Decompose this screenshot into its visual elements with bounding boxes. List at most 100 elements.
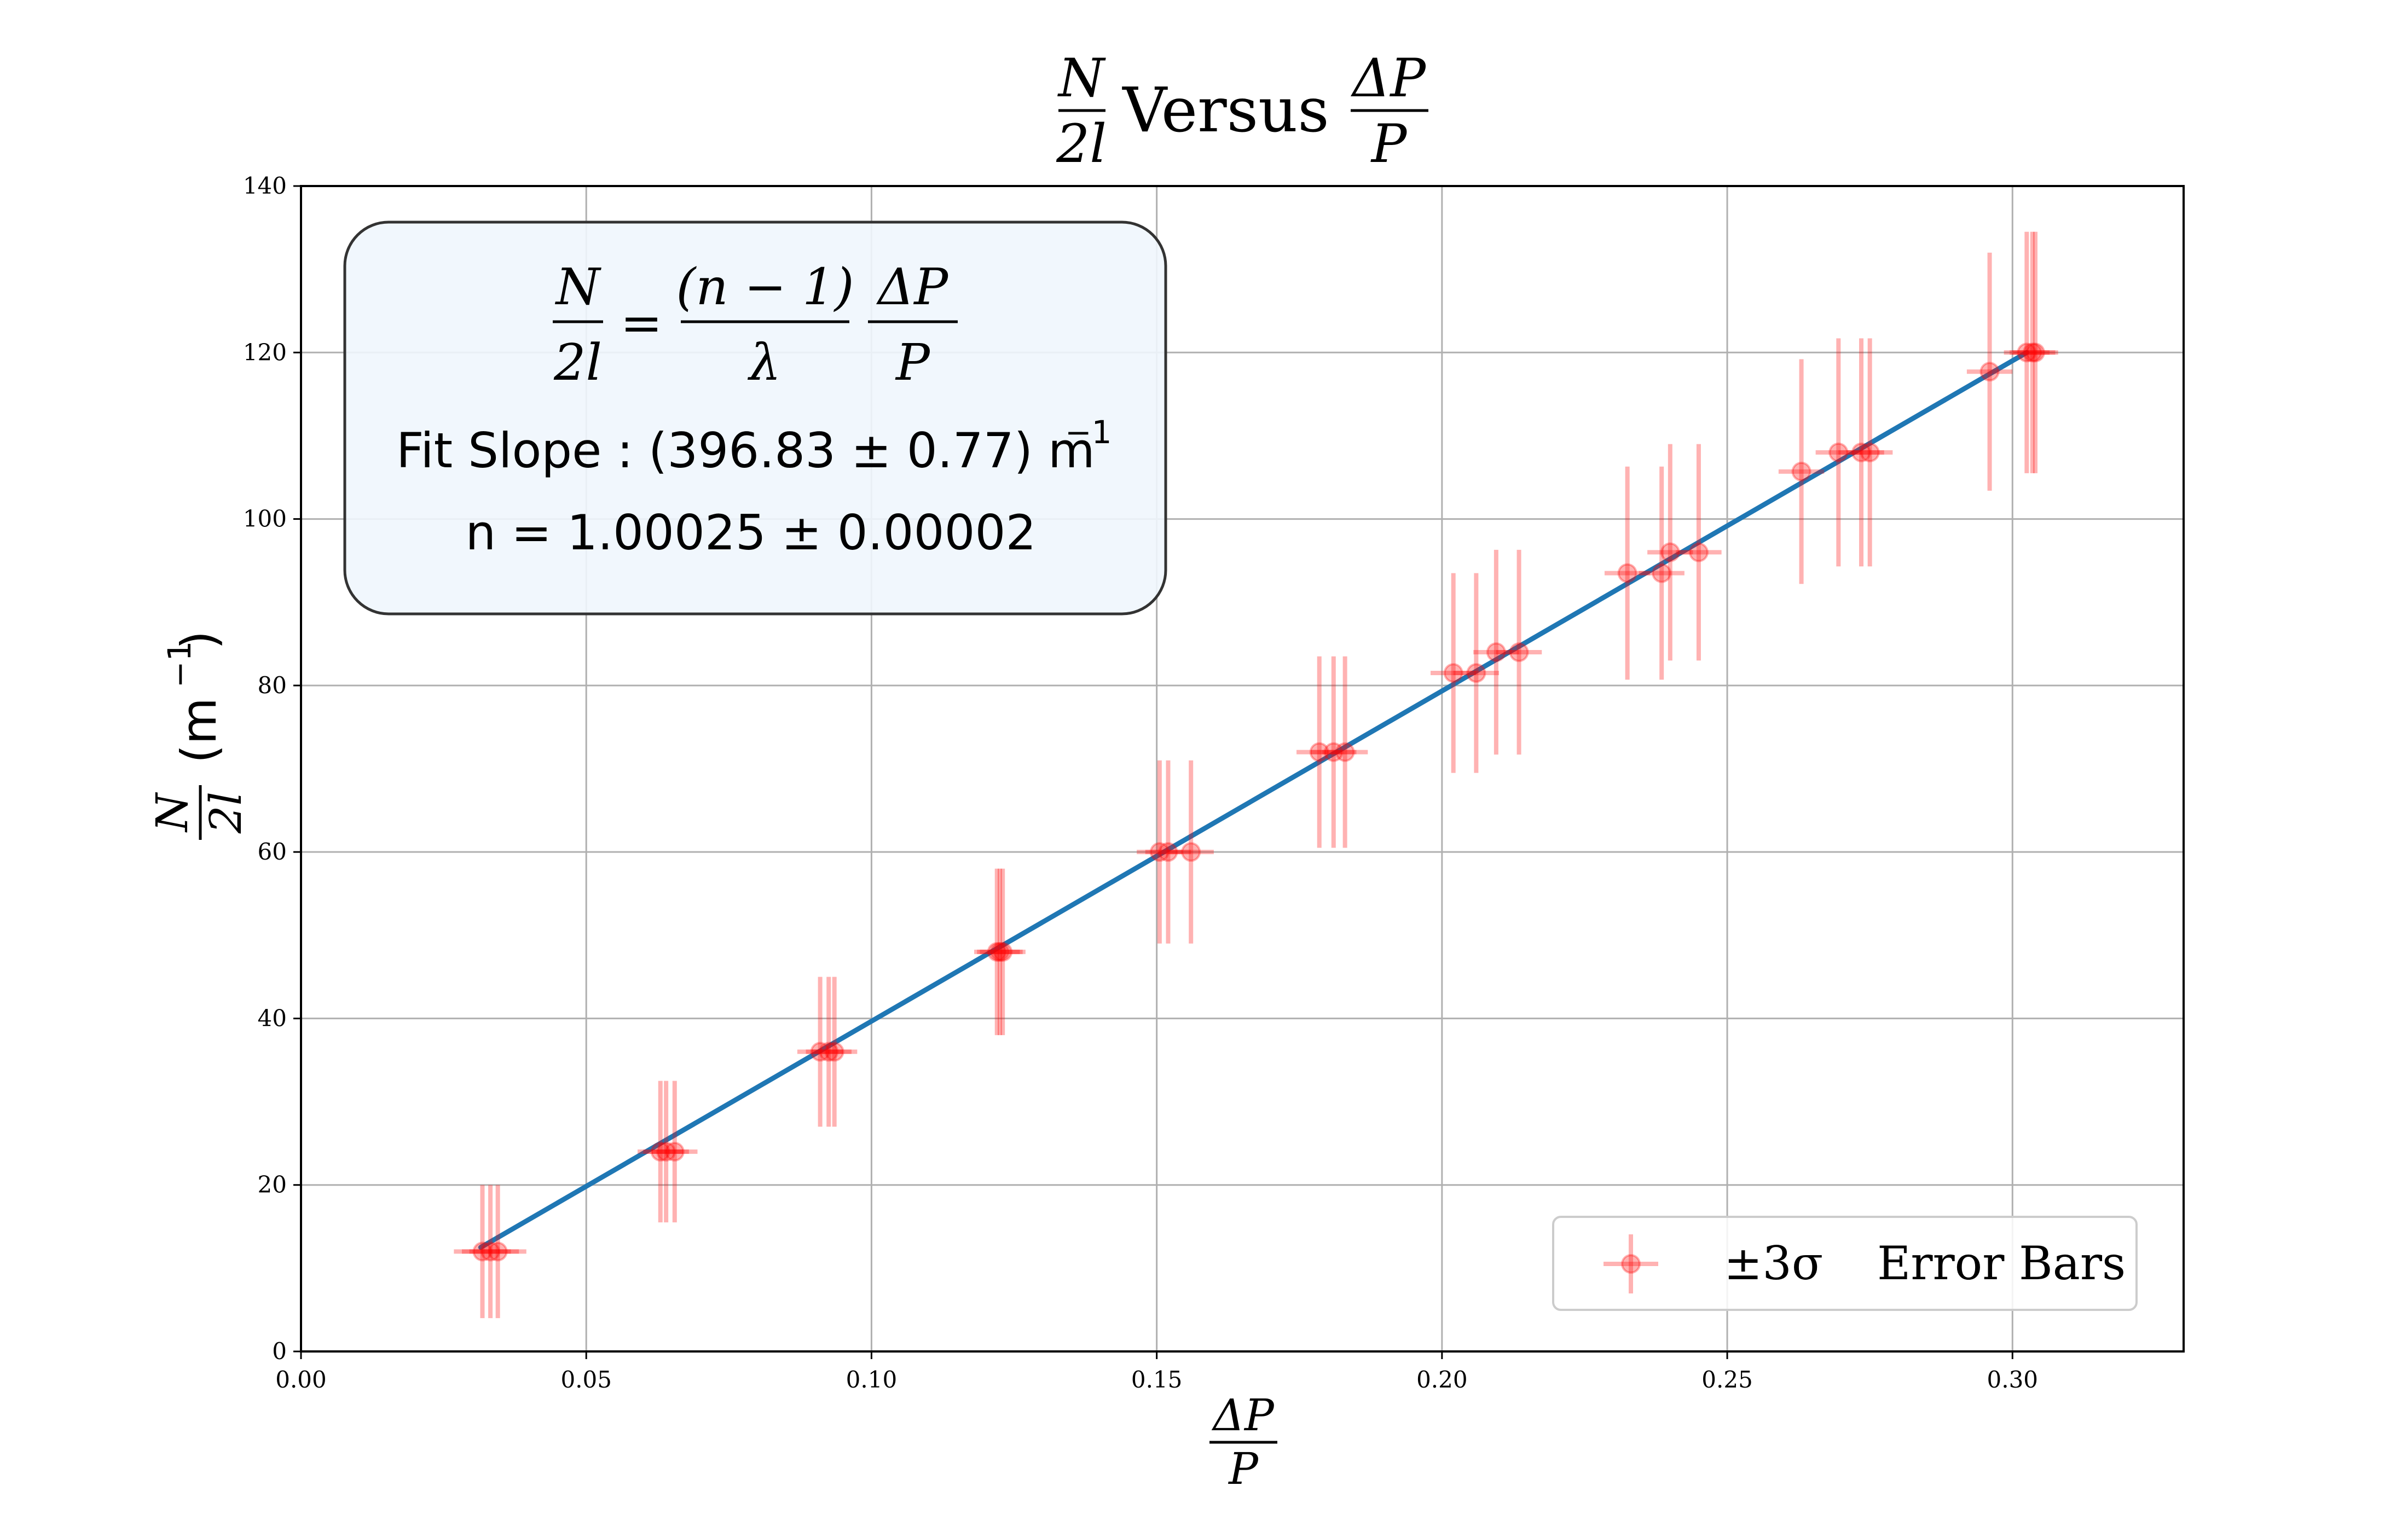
point-marker [1660,542,1680,562]
ylabel-den: 2l [200,792,251,834]
annotation-box: N 2l = (n − 1) λ ΔP P Fit Slope : (396.8… [343,220,1167,616]
data-points [454,231,2058,1319]
point-marker [1486,642,1506,662]
data-point [469,1185,526,1319]
chart-title: N 2l Versus ΔP P [1056,48,1428,175]
xlabel-den: P [1228,1443,1259,1494]
legend-label-text: Error Bars [1877,1237,2126,1290]
point-marker [1860,442,1880,462]
title-frac2-den: P [1370,113,1408,175]
point-marker [481,1241,501,1262]
data-point [2010,231,2056,473]
ylabel-unit: (m [171,698,227,763]
data-point [1639,466,1685,680]
y-axis-label: N 2l (m −1 ) [147,631,251,840]
y-tick-label: 40 [258,1005,287,1031]
xlabel-num: ΔP [1211,1390,1275,1441]
point-marker [1309,742,1329,762]
legend-frame [1552,1216,2138,1311]
data-point [1296,656,1342,848]
data-point [1676,444,1722,661]
eq-equals: = [620,294,662,352]
point-marker [1979,362,2000,382]
data-point [1168,760,1214,944]
fit-line-group [478,350,2029,1250]
point-marker [993,942,1013,962]
eq-rhs-num: ΔP [876,258,949,316]
data-point [811,977,858,1127]
refractive-index-text: n = 1.00025 ± 0.00002 [466,504,1037,561]
title-middle: Versus [1121,75,1329,146]
x-tick-label: 0.05 [560,1366,612,1393]
point-marker [1443,663,1463,683]
point-marker [1466,663,1486,683]
data-point [638,1081,684,1223]
data-point [980,868,1026,1035]
y-tick-label: 100 [243,506,287,532]
legend: ±3σ Error Bars [1552,1216,2138,1311]
y-tick-label: 80 [258,672,287,699]
title-frac-num: N [1057,48,1106,109]
x-tick-label: 0.15 [1131,1366,1183,1393]
data-point [1604,466,1651,680]
grid [300,185,2184,1353]
point-marker [2022,343,2042,363]
point-marker [472,1241,493,1262]
x-ticks: 0.00 0.05 0.10 0.15 0.20 0.25 0.30 [275,1351,2038,1393]
y-tick-label: 20 [258,1171,287,1198]
data-point [1966,252,2013,491]
ylabel-unit-close: ) [171,631,227,649]
data-point [2012,231,2058,473]
eq-mid-den: λ [747,333,781,392]
data-point [1145,760,1191,944]
point-marker [1181,842,1201,862]
point-marker [1323,742,1344,762]
data-point [1647,444,1693,661]
point-marker [2017,343,2037,363]
data-point [1453,573,1500,773]
x-tick-label: 0.00 [275,1366,327,1393]
point-marker [824,1042,844,1062]
point-marker [989,942,1010,962]
data-point [652,1081,698,1223]
point-marker [1652,563,1672,583]
fit-line [478,350,2029,1250]
eq-rhs-den: P [895,333,931,392]
data-point [1496,549,1542,755]
data-point [1473,549,1519,755]
point-marker [1509,642,1529,662]
point-marker [488,1241,508,1262]
legend-marker-dot [1621,1254,1641,1274]
data-point [643,1081,689,1223]
data-point [806,977,852,1127]
data-point [1431,573,1477,773]
data-point [1838,338,1884,567]
fit-slope-exp: −1 [1065,414,1112,451]
point-marker [1149,842,1170,862]
eq-lhs-den: 2l [553,333,602,392]
point-marker [1335,742,1355,762]
data-point [977,868,1023,1035]
eq-mid-num: (n − 1) [676,258,854,316]
point-marker [987,942,1007,962]
point-marker [664,1141,685,1162]
fit-slope-text: Fit Slope : (396.83 ± 0.77) m [396,422,1095,479]
data-point [1322,656,1368,848]
x-tick-label: 0.25 [1701,1366,1753,1393]
point-marker [1791,461,1811,481]
ylabel-unit-exp: −1 [161,641,198,688]
data-point [797,977,843,1127]
legend-label-math: ±3σ [1724,1237,1823,1290]
title-frac2-num: ΔP [1350,48,1426,109]
ylabel-num: N [147,792,198,833]
point-marker [1688,542,1709,562]
data-point [454,1185,511,1319]
y-tick-label: 140 [243,172,287,199]
y-tick-label: 120 [243,339,287,365]
x-tick-label: 0.30 [1987,1366,2039,1393]
eq-lhs-num: N [555,258,602,316]
point-marker [819,1042,839,1062]
data-point [974,868,1020,1035]
data-point [1846,338,1893,567]
